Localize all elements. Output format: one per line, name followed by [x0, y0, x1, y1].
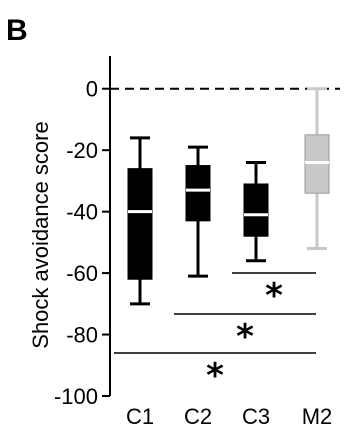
box-c1: [127, 168, 153, 280]
box-c2: [185, 165, 211, 222]
x-tick-label: C2: [184, 404, 212, 429]
x-tick-label: C3: [242, 404, 270, 429]
box-m2: [304, 134, 330, 194]
significance-star: *: [236, 317, 254, 357]
x-tick-label: C1: [126, 404, 154, 429]
y-tick-label: -60: [66, 261, 98, 286]
x-tick-label: M2: [302, 404, 333, 429]
y-tick-label: -80: [66, 323, 98, 348]
y-axis-title: Shock avoidance score: [28, 121, 53, 348]
significance-star: *: [206, 356, 224, 396]
y-tick-label: -100: [54, 384, 98, 409]
y-tick-label: -20: [66, 138, 98, 163]
y-tick-label: -40: [66, 200, 98, 225]
plot-area: 0 -20 -40 -60 -80 -100 C1 C2 C3 M2 * * *: [54, 56, 340, 429]
panel-label: B: [6, 14, 28, 47]
box-c3: [243, 183, 269, 237]
significance-star: *: [265, 276, 283, 316]
y-tick-label: 0: [86, 77, 98, 102]
